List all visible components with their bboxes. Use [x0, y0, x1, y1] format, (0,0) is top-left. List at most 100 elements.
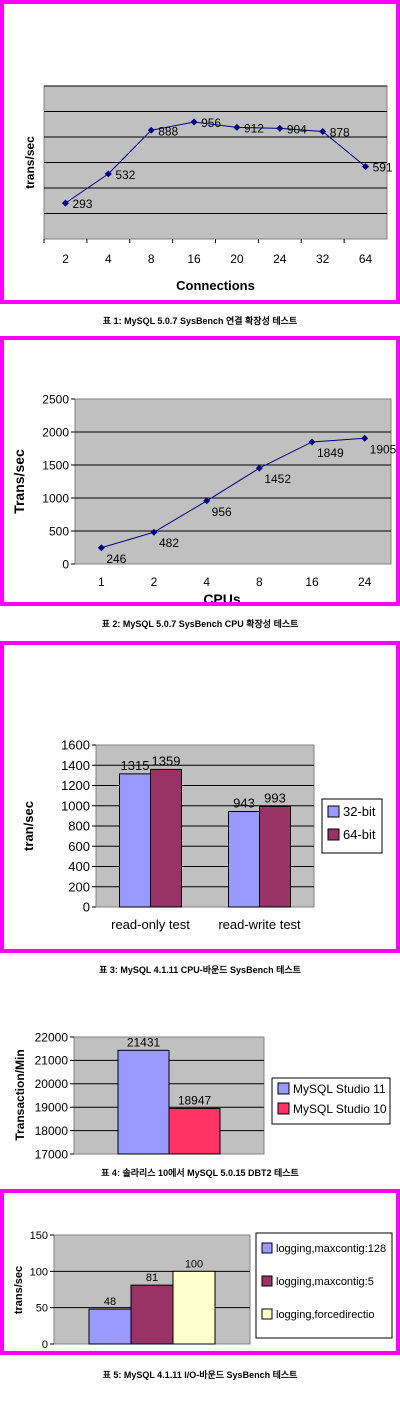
- legend-label: logging,maxcontig:128: [276, 1243, 386, 1255]
- bar: [228, 811, 260, 908]
- data-label: 878: [330, 126, 350, 140]
- x-tick-label: read-only test: [111, 917, 190, 932]
- x-tick-label: 64: [359, 252, 373, 266]
- data-point: [61, 199, 69, 207]
- x-tick-label: 8: [256, 575, 263, 589]
- data-point: [233, 123, 241, 131]
- x-tick-label: 24: [273, 252, 287, 266]
- data-label: 956: [201, 116, 221, 130]
- bar: [88, 1308, 132, 1345]
- data-point: [97, 544, 105, 552]
- legend-label: 64-bit: [343, 827, 376, 842]
- chart-3-caption: 표 3: MySQL 4.1.11 CPU-바운드 SysBench 테스트: [99, 965, 301, 975]
- y-tick-label: 100: [30, 1266, 48, 1278]
- y-tick-label: 19000: [35, 1101, 69, 1115]
- y-tick-label: 1200: [61, 778, 90, 793]
- series-line: [65, 121, 366, 204]
- legend-swatch: [277, 1082, 290, 1095]
- data-label: 993: [264, 790, 286, 805]
- chart-1-frame: 293 532 888 956 912 904 878 591 2 4 8 16 20 24 32 64 Con…: [0, 0, 400, 304]
- y-tick-label: 200: [68, 879, 90, 894]
- plot-area: [74, 398, 392, 565]
- data-label: 48: [104, 1296, 116, 1308]
- data-point: [361, 434, 369, 442]
- x-tick-label: 2: [62, 252, 69, 266]
- data-point: [319, 128, 327, 136]
- y-tick-label: 17000: [35, 1147, 69, 1161]
- data-label: 912: [244, 121, 264, 135]
- x-tick-label: 24: [358, 575, 372, 589]
- y-tick-label: 50: [36, 1303, 48, 1315]
- data-label: 1452: [264, 472, 291, 486]
- y-tick-label: 21000: [35, 1054, 69, 1068]
- data-point: [362, 163, 370, 171]
- data-label: 956: [212, 505, 232, 519]
- data-label: 81: [146, 1272, 158, 1284]
- data-label: 21431: [127, 1035, 161, 1049]
- data-label: 482: [159, 536, 179, 550]
- x-tick-label: 20: [230, 252, 244, 266]
- y-axis-label: Transaction/Min: [13, 1049, 27, 1140]
- data-label: 1905: [370, 442, 396, 456]
- data-label: 532: [115, 168, 135, 182]
- legend-swatch: [327, 805, 340, 818]
- y-tick-label: 1000: [42, 491, 69, 505]
- y-tick-label: 1500: [42, 458, 69, 472]
- data-point: [104, 170, 112, 178]
- chart-5: 0 50 100 150 48 81 100 trans/sec logging,maxcont…: [13, 1230, 393, 1351]
- data-point: [255, 464, 263, 472]
- legend-swatch: [277, 1102, 290, 1115]
- legend-label: logging,maxcontig:5: [276, 1276, 374, 1288]
- legend-label: logging,forcedirectio: [276, 1309, 374, 1321]
- chart-4: 17000 18000 19000 20000 21000 22000 21431 18947…: [13, 1030, 391, 1161]
- chart-2-caption: 표 2: MySQL 5.0.7 SysBench CPU 확장성 테스트: [101, 619, 299, 629]
- x-tick-label: 16: [305, 575, 319, 589]
- data-label: 18947: [178, 1093, 212, 1107]
- x-tick-label: 16: [187, 252, 201, 266]
- bar: [259, 805, 291, 908]
- legend-swatch: [261, 1242, 273, 1254]
- y-tick-label: 0: [83, 900, 90, 915]
- data-label: 1315: [121, 758, 150, 773]
- x-axis-label: CPUs: [203, 591, 241, 602]
- y-axis-label: tran/sec: [21, 801, 36, 851]
- data-label: 904: [287, 122, 307, 136]
- legend-box: [271, 1077, 391, 1125]
- bar: [130, 1284, 174, 1345]
- bar: [172, 1270, 216, 1345]
- data-label: 888: [158, 124, 178, 138]
- x-tick-label: 32: [316, 252, 330, 266]
- data-point: [203, 497, 211, 505]
- y-tick-label: 1000: [61, 798, 90, 813]
- data-label: 591: [373, 161, 393, 175]
- data-point: [150, 528, 158, 536]
- y-tick-label: 800: [68, 819, 90, 834]
- bar: [168, 1107, 221, 1155]
- y-axis-label: trans/sec: [13, 1266, 25, 1314]
- y-tick-label: 22000: [35, 1030, 69, 1044]
- chart-4-caption: 표 4: 솔라리스 10에서 MySQL 5.0.15 DBT2 테스트: [101, 1168, 299, 1178]
- y-tick-label: 500: [49, 524, 69, 538]
- data-label: 1359: [152, 753, 181, 768]
- legend-box: [255, 1232, 393, 1339]
- chart-3: 0 200 400 600 800 1000 1200 1400 1600 1315 1359 rea…: [21, 738, 383, 932]
- series-line: [101, 437, 365, 549]
- y-tick-label: 0: [42, 1339, 48, 1351]
- data-point: [147, 126, 155, 134]
- y-tick-label: 1400: [61, 758, 90, 773]
- bar: [117, 1049, 170, 1155]
- data-label: 293: [72, 197, 92, 211]
- legend-label: 32-bit: [343, 804, 376, 819]
- x-tick-label: 4: [105, 252, 112, 266]
- y-tick-label: 20000: [35, 1077, 69, 1091]
- data-label: 100: [185, 1258, 203, 1270]
- data-point: [308, 438, 316, 446]
- y-tick-label: 2000: [42, 425, 69, 439]
- chart-4-frame: 17000 18000 19000 20000 21000 22000 21431 18947…: [0, 994, 400, 1165]
- y-tick-label: 600: [68, 839, 90, 854]
- data-point: [190, 118, 198, 126]
- x-tick-label: 1: [98, 575, 105, 589]
- y-tick-label: 1600: [61, 738, 90, 753]
- legend-swatch: [261, 1308, 273, 1320]
